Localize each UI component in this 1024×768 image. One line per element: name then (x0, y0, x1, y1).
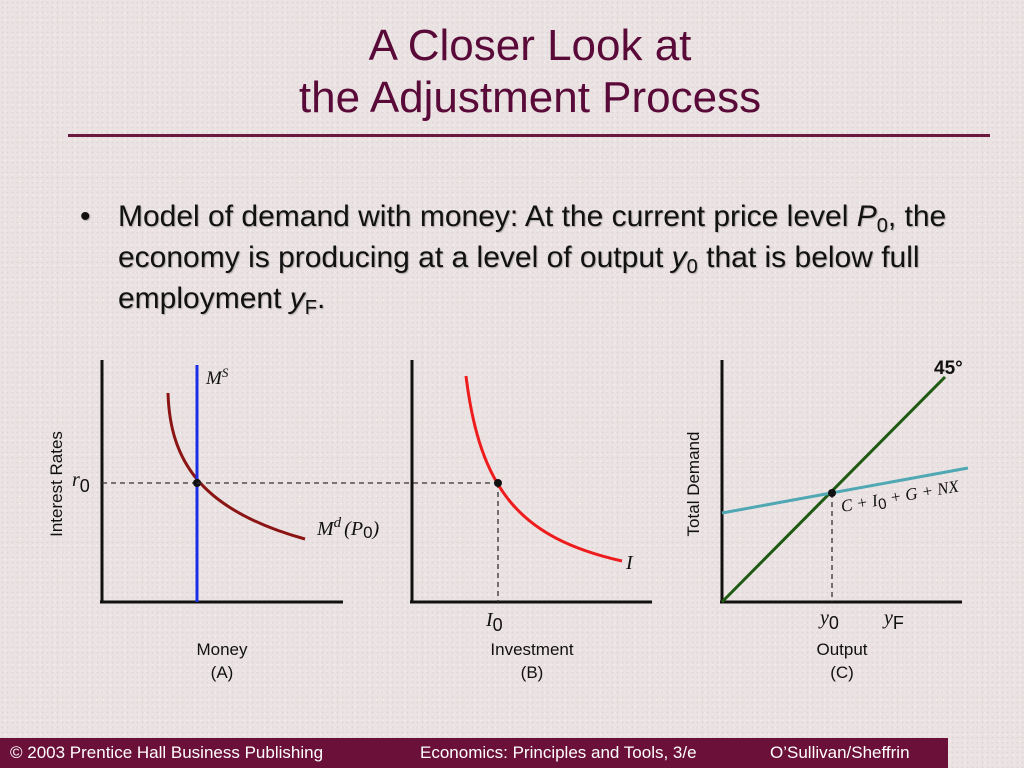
panel-c: Total Demand 45° C + I0 + G + NX y0 yF O… (684, 358, 969, 682)
footer-copyright: © 2003 Prentice Hall Business Publishing (10, 743, 324, 762)
panel-a-id: (A) (211, 663, 234, 682)
panel-a-r-letter: r (72, 469, 80, 491)
panel-c-total-demand-label: C + I0 + G + NX (839, 476, 961, 519)
bullet-dot: • (80, 200, 91, 233)
panel-c-y0-subscript: 0 (829, 613, 839, 633)
panel-a-money-supply-label: MS (205, 365, 229, 389)
bullet-output-symbol: y (671, 241, 687, 274)
panel-a-r-label: r0 (72, 469, 90, 496)
panel-a-money-demand-curve (166, 392, 306, 541)
panel-c-total-demand-label-start: C + I (839, 491, 880, 516)
panel-a-money-demand-close: ) (372, 518, 380, 540)
bullet-price-subscript: 0 (876, 215, 888, 237)
panel-a-money-demand-argument: (P (344, 518, 363, 540)
panel-a-money-supply-superscript: S (222, 365, 229, 380)
panel-c-y-axis-label: Total Demand (684, 432, 703, 537)
panel-b: I I0 Investment (B) (410, 360, 652, 682)
slide-title: A Closer Look at the Adjustment Process (0, 20, 1024, 124)
footer-book-title: Economics: Principles and Tools, 3/e (420, 743, 697, 762)
panel-b-equilibrium-point (494, 479, 502, 487)
panel-a-money-supply-letter: M (205, 368, 223, 389)
bullet-full-employment-symbol: y (289, 282, 305, 315)
panel-b-i0-subscript: 0 (493, 615, 503, 635)
panel-b-curve-label: I (625, 552, 634, 574)
panel-b-investment-curve (464, 375, 623, 563)
title-line-1: A Closer Look at (368, 21, 692, 70)
panel-c-yF-letter: y (882, 607, 893, 629)
title-rule (68, 134, 990, 137)
panel-c-yF-subscript: F (893, 613, 904, 633)
panel-c-yF-label: yF (882, 607, 904, 633)
diagram: Interest Rates r0 MS Md (P0) Money (A) I … (47, 358, 969, 682)
bullet-text-d: . (316, 282, 326, 315)
footer-bar: © 2003 Prentice Hall Business Publishing… (0, 738, 948, 768)
bullet-text: Model of demand with money: At the curre… (118, 196, 978, 319)
panel-a-money-demand-superscript: d (334, 515, 342, 531)
panel-b-i0-letter: I (485, 609, 494, 631)
title-line-2: the Adjustment Process (298, 73, 762, 122)
panel-c-x-label: Output (816, 640, 867, 659)
panel-b-x-label: Investment (490, 640, 573, 659)
panel-a-money-demand-letter: M (316, 518, 335, 540)
panel-a-money-demand-label: Md (P0) (316, 515, 380, 542)
panel-c-id: (C) (830, 663, 854, 682)
bullet-text-a: Model of demand with money: At the curre… (118, 200, 857, 233)
panel-a-money-demand-argument-subscript: 0 (363, 523, 372, 542)
panel-c-45-degree-label: 45° (934, 358, 963, 379)
panel-c-total-demand-label-subscript: 0 (877, 495, 888, 513)
panel-c-equilibrium-point (828, 489, 836, 497)
bullet-text-c: that is below full employment (118, 241, 920, 315)
panel-c-y0-label: y0 (818, 607, 839, 633)
bullet-price-symbol: P (856, 200, 877, 233)
bullet-text-b: , the economy is producing at a level of… (118, 200, 947, 274)
bullet-full-employment-subscript: F (304, 297, 317, 319)
footer-authors: O’Sullivan/Sheffrin (770, 743, 910, 762)
panel-a-x-label: Money (196, 640, 248, 659)
panel-b-i0-label: I0 (485, 609, 503, 635)
panel-b-id: (B) (521, 663, 544, 682)
panel-a-y-axis-label: Interest Rates (47, 431, 66, 537)
bullet-output-subscript: 0 (686, 256, 698, 278)
panel-a: Interest Rates r0 MS Md (P0) Money (A) (47, 360, 380, 682)
panel-c-total-demand-line (721, 466, 969, 515)
panel-c-y0-letter: y (818, 607, 829, 629)
panel-a-r-subscript: 0 (80, 476, 90, 496)
